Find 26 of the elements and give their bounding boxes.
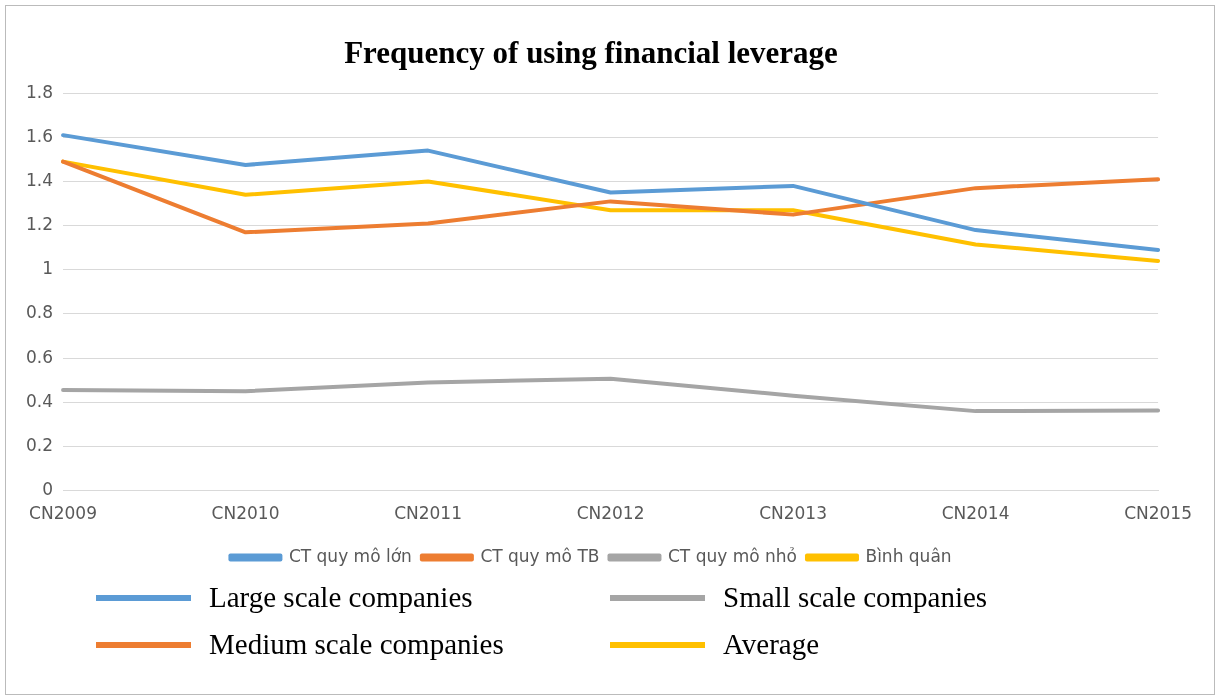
text: Large scale companies [209, 581, 473, 614]
x-tick-label: CN2014 [941, 503, 1010, 524]
x-tick-label: CN2010 [211, 503, 280, 524]
chart-title: Frequency of using financial leverage [344, 34, 838, 70]
x-tick-label: CN2011 [394, 503, 462, 524]
y-tick-label: 0.6 [25, 346, 54, 367]
y-tick-label: 0 [42, 479, 54, 500]
y-tick-label: 0.4 [25, 390, 54, 411]
x-tick-label: CN2009 [29, 503, 97, 524]
text: Small scale companies [723, 581, 988, 614]
legend-label: CT quy mô nhỏ [667, 545, 797, 566]
x-tick-label: CN2012 [576, 503, 645, 524]
x-tick-label: CN2015 [1124, 503, 1192, 524]
y-tick-label: 0.2 [25, 434, 54, 455]
y-tick-label: 1.2 [25, 214, 54, 235]
x-tick-label: CN2013 [759, 503, 827, 524]
legend-label: Bình quân [865, 545, 952, 566]
y-tick-label: 1.4 [25, 169, 54, 190]
y-tick-label: 0.8 [25, 302, 54, 323]
y-tick-label: 1.8 [25, 81, 54, 102]
text: Average [723, 628, 820, 661]
y-tick-label: 1.6 [25, 125, 54, 146]
legend-label: CT quy mô TB [480, 545, 600, 566]
y-tick-label: 1 [42, 258, 54, 279]
legend-label: CT quy mô lớn [288, 545, 412, 566]
text: Medium scale companies [209, 628, 504, 661]
